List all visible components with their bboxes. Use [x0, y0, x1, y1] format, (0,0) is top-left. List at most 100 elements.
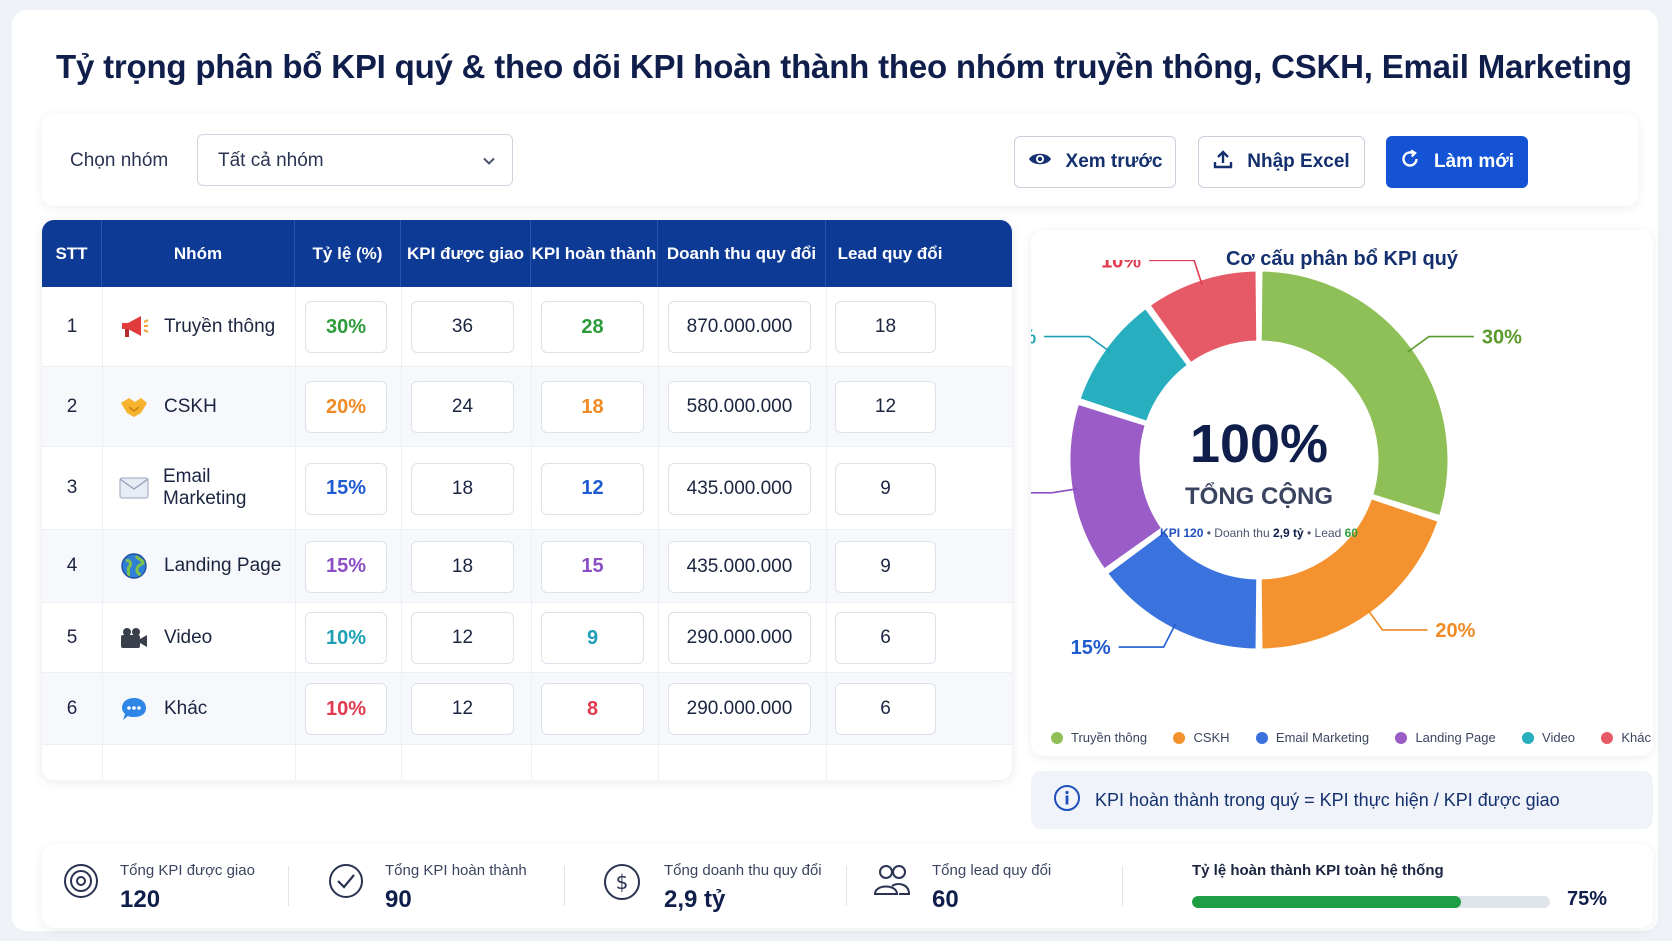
stat-divider: [1122, 866, 1123, 906]
legend-item[interactable]: Khác: [1601, 730, 1651, 745]
row-group-name: Video: [102, 603, 295, 672]
donut-slice-0[interactable]: [1258, 268, 1451, 519]
handshake-icon: [118, 391, 150, 423]
import-excel-button[interactable]: Nhập Excel: [1198, 136, 1365, 188]
col-header-assigned: KPI được giao: [401, 220, 531, 287]
donut-slice-3[interactable]: [1067, 401, 1165, 573]
stat-lead-value: 60: [932, 886, 959, 913]
row-revenue-value: 290.000.000: [668, 683, 811, 735]
completion-progress-fill: [1192, 896, 1461, 908]
globe-icon: [118, 550, 150, 582]
legend-item[interactable]: Landing Page: [1395, 730, 1496, 745]
check-circle-icon: [327, 862, 365, 905]
row-group-label: CSKH: [164, 395, 217, 417]
col-header-done: KPI hoàn thành: [531, 220, 658, 287]
dollar-circle-icon: $: [602, 862, 642, 907]
row-group-label: Landing Page: [164, 555, 282, 576]
import-button-label: Nhập Excel: [1247, 151, 1350, 172]
chevron-down-icon: [482, 152, 496, 174]
svg-text:$: $: [616, 870, 629, 894]
stat-done: Tổng KPI hoàn thành 90: [327, 844, 547, 928]
video-camera-icon: [118, 622, 150, 654]
column-divider: [295, 287, 296, 780]
column-divider: [401, 287, 402, 780]
row-assigned-value: 12: [411, 683, 514, 735]
donut-leader-line-1: [1366, 608, 1428, 631]
refresh-button[interactable]: Làm mới: [1386, 136, 1528, 188]
stat-divider: [564, 866, 565, 906]
row-done-value: 9: [541, 612, 644, 664]
row-rate-value: 10%: [305, 612, 387, 664]
row-stt: 4: [66, 555, 78, 576]
info-icon: [1053, 784, 1081, 817]
donut-slice-label-4: 10%: [1031, 327, 1036, 349]
donut-slice-5[interactable]: [1146, 268, 1260, 366]
stat-revenue-value: 2,9 tỷ: [664, 886, 726, 913]
col-header-revenue: Doanh thu quy đổi: [658, 220, 826, 287]
legend-swatch: [1051, 731, 1063, 744]
row-stt: 6: [66, 697, 78, 719]
legend-item[interactable]: Email Marketing: [1255, 730, 1370, 745]
row-group-label: Khác: [164, 697, 208, 719]
legend-label: Video: [1542, 730, 1576, 745]
col-header-lead: Lead quy đổi: [837, 243, 943, 263]
dashboard-page: Tỷ trọng phân bổ KPI quý & theo dõi KPI …: [12, 10, 1658, 931]
completion-progress-bar: [1192, 896, 1550, 908]
filter-toolbar: Chọn nhóm Tất cả nhóm Xem trước Nhập Exc…: [42, 114, 1638, 206]
legend-swatch: [1173, 731, 1186, 744]
row-revenue-value: 870.000.000: [668, 301, 811, 353]
stat-lead: Tổng lead quy đổi 60: [872, 844, 1092, 928]
row-group-name: Truyền thông: [102, 287, 295, 366]
legend-swatch: [1395, 731, 1408, 744]
table-row: 5 Video 10% 12 9 290.000.000 6: [42, 603, 1012, 673]
row-rate-value: 30%: [305, 301, 387, 353]
envelope-icon: [118, 472, 149, 504]
group-select[interactable]: Tất cả nhóm: [197, 134, 513, 186]
row-done-value: 15: [541, 540, 644, 593]
donut-center-label: TỔNG CỘNG: [1185, 482, 1333, 510]
donut-slice-1[interactable]: [1258, 495, 1441, 652]
legend-label: Email Marketing: [1275, 730, 1370, 745]
row-stt: 3: [66, 477, 78, 498]
donut-leader-line-5: [1149, 260, 1203, 286]
donut-center-subtitle: KPI 120 • Doanh thu 2,9 tỷ • Lead 60: [1160, 526, 1358, 540]
column-divider: [826, 287, 827, 780]
legend-swatch: [1255, 731, 1268, 744]
formula-note: KPI hoàn thành trong quý = KPI thực hiện…: [1031, 771, 1653, 829]
donut-slice-2[interactable]: [1104, 528, 1260, 652]
group-select-value: Tất cả nhóm: [218, 150, 324, 171]
table-row: 3 Email Marketing 15% 18 12 435.000.000 9: [42, 447, 1012, 530]
donut-center-value: 100%: [1190, 414, 1328, 474]
stat-rate-value: 75%: [1567, 888, 1608, 910]
group-filter-label: Chọn nhóm: [70, 150, 169, 171]
row-assigned-value: 24: [411, 381, 514, 433]
row-stt: 5: [66, 626, 78, 648]
legend-label: CSKH: [1193, 730, 1230, 745]
row-assigned-value: 12: [411, 612, 514, 664]
stat-done-label: Tổng KPI hoàn thành: [385, 862, 527, 879]
legend-label: Khác: [1621, 730, 1651, 745]
legend-swatch: [1601, 731, 1614, 744]
row-rate-value: 10%: [305, 683, 387, 735]
legend-label: Truyền thông: [1071, 730, 1148, 745]
row-lead-value: 12: [835, 381, 936, 433]
row-lead-value: 6: [835, 612, 936, 664]
preview-button-label: Xem trước: [1065, 151, 1163, 172]
legend-item[interactable]: Truyền thông: [1051, 730, 1147, 745]
column-divider: [102, 287, 103, 780]
preview-button[interactable]: Xem trước: [1014, 136, 1176, 188]
table-header: STT Nhóm Tỷ lệ (%) KPI được giao KPI hoà…: [42, 220, 1012, 287]
stat-done-value: 90: [385, 886, 412, 913]
row-assigned-value: 36: [411, 301, 514, 353]
row-rate-value: 20%: [305, 381, 387, 433]
donut-slice-4[interactable]: [1077, 305, 1191, 425]
legend-swatch: [1522, 731, 1535, 744]
refresh-button-label: Làm mới: [1433, 151, 1515, 172]
table-row: 6 Khác 10% 12 8 290.000.000 6: [42, 673, 1012, 745]
legend-item[interactable]: Video: [1522, 730, 1575, 745]
legend-item[interactable]: CSKH: [1173, 730, 1230, 745]
row-done-value: 28: [541, 301, 644, 353]
donut-slice-label-1: 20%: [1435, 620, 1475, 642]
row-lead-value: 6: [835, 683, 936, 735]
